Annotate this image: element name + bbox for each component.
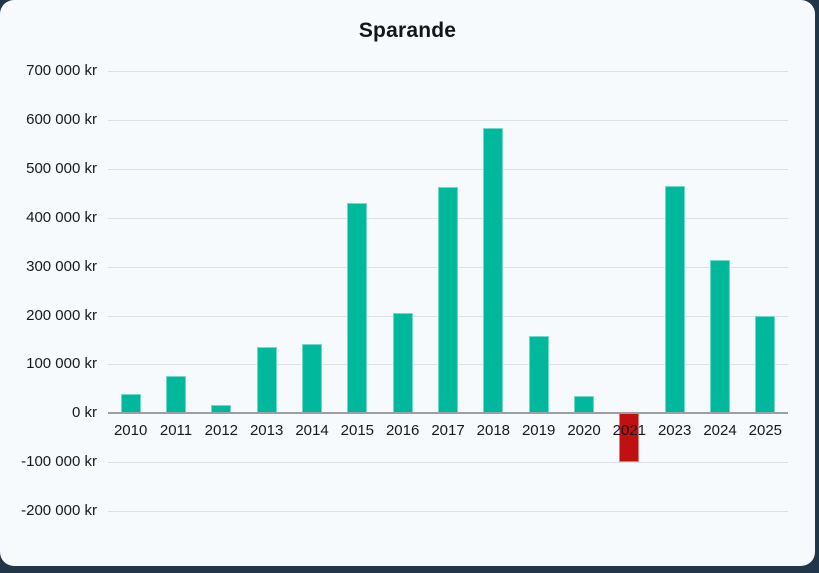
bar-2024[interactable]: [710, 260, 730, 414]
bar-2019[interactable]: [528, 336, 549, 414]
x-axis-tick-label: 2016: [385, 422, 420, 439]
bar-2016[interactable]: [392, 313, 413, 414]
y-axis-tick-label: 600 000 kr: [26, 110, 97, 128]
x-axis-tick-label: 2024: [703, 422, 737, 439]
x-axis-tick-label: 2010: [113, 422, 148, 439]
bar-2010[interactable]: [120, 393, 141, 414]
y-axis-tick-label: -100 000 kr: [21, 453, 97, 471]
gridline: [108, 462, 788, 464]
y-axis-tick-label: 100 000 kr: [26, 355, 97, 373]
y-axis-tick-label: 300 000 kr: [26, 257, 97, 275]
x-axis-tick-label: 2018: [476, 422, 511, 439]
x-axis-tick-label: 2013: [249, 422, 284, 439]
gridline: [108, 119, 788, 121]
bar-2014[interactable]: [302, 343, 322, 414]
y-axis-tick-label: 400 000 kr: [26, 208, 97, 226]
x-axis-tick-label: 2019: [521, 422, 556, 439]
bar-2011[interactable]: [166, 375, 186, 414]
y-axis-tick-label: 200 000 kr: [26, 306, 97, 324]
x-axis-tick-label: 2011: [159, 422, 193, 439]
bar-2013[interactable]: [256, 347, 277, 414]
x-axis-tick-label: 2023: [657, 422, 692, 439]
bar-2017[interactable]: [438, 186, 458, 414]
x-axis-tick-label: 2025: [748, 422, 783, 439]
bar-2023[interactable]: [664, 185, 685, 414]
y-axis-tick-label: 500 000 kr: [26, 159, 97, 177]
x-axis-tick-label: 2012: [204, 422, 239, 439]
bar-2018[interactable]: [483, 128, 504, 414]
x-axis-tick-label: 2015: [340, 422, 375, 439]
x-axis-zero-line: [108, 412, 788, 415]
x-axis-tick-label: 2020: [567, 422, 601, 439]
gridline: [108, 168, 788, 170]
x-axis-tick-label: 2017: [431, 422, 465, 439]
gridline: [108, 71, 788, 72]
gridline: [108, 511, 788, 513]
x-axis-tick-label: 2014: [295, 422, 329, 439]
y-axis-tick-label: -200 000 kr: [21, 502, 97, 520]
bar-2020[interactable]: [574, 396, 594, 414]
bar-2015[interactable]: [347, 203, 368, 414]
y-axis-tick-label: 0 kr: [71, 404, 97, 422]
chart-title: Sparande: [358, 19, 457, 42]
bar-2025[interactable]: [755, 316, 776, 414]
x-axis-tick-label: 2021: [612, 422, 647, 439]
y-axis-tick-label: 700 000 kr: [26, 62, 97, 79]
